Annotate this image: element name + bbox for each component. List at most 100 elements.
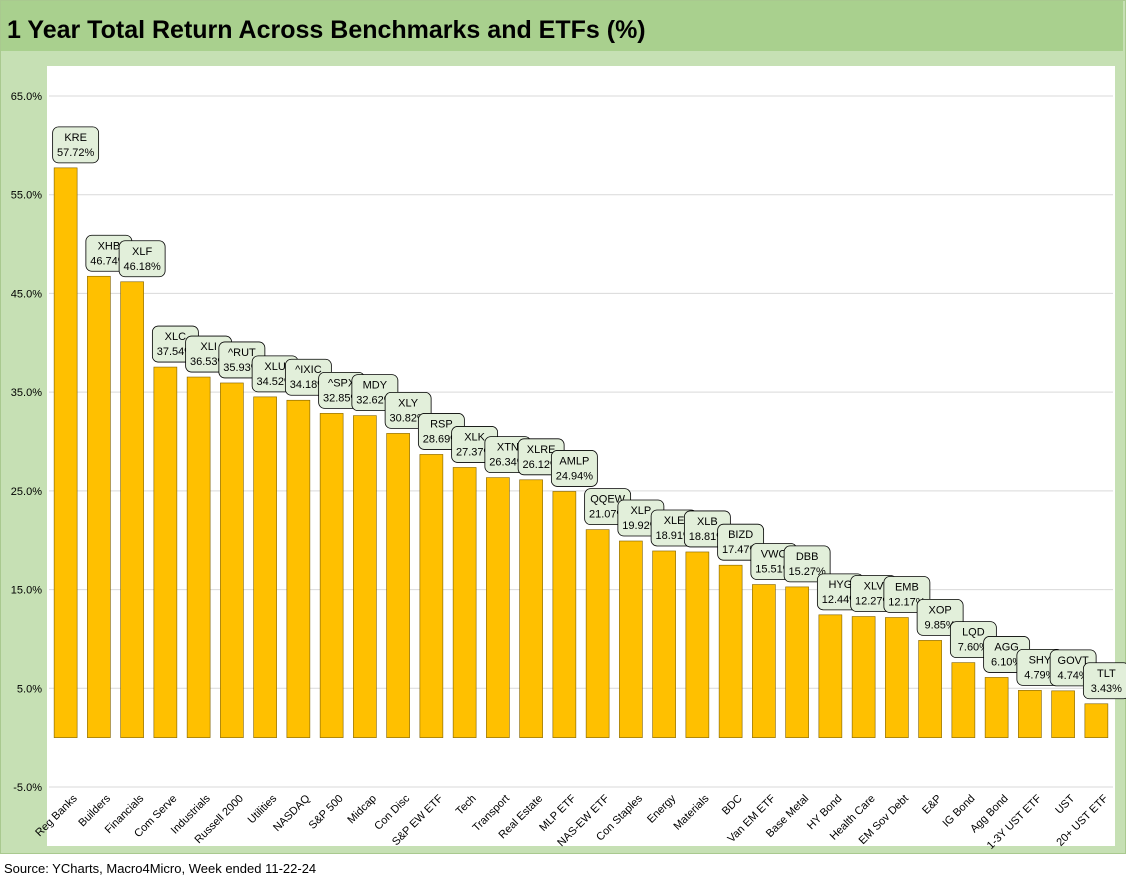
data-label-ticker: XLP [630, 505, 651, 517]
x-tick-label: Reg Banks [33, 792, 80, 839]
data-label-ticker: XHB [98, 240, 121, 252]
x-tick-label: Materials [671, 792, 711, 832]
bar [785, 586, 809, 738]
bar [386, 433, 410, 738]
data-label-value: 34.52% [256, 376, 294, 388]
data-label-value: 19.92% [622, 520, 660, 532]
data-label-box [52, 126, 100, 164]
data-label-value: 15.51% [755, 564, 793, 576]
data-label-box [118, 240, 166, 278]
bar [752, 584, 776, 738]
y-tick-label: 45.0% [11, 288, 42, 300]
data-label-ticker: AMLP [559, 455, 589, 467]
data-label-ticker: XLE [664, 515, 685, 527]
bar [685, 551, 710, 738]
data-label-ticker: GOVT [1058, 655, 1089, 667]
data-label-box [783, 545, 831, 583]
data-label-value: 12.27% [855, 596, 893, 608]
data-label-value: 9.85% [925, 619, 956, 631]
bar [519, 479, 543, 738]
x-tick-label: NASDAQ [271, 792, 313, 834]
bar [220, 382, 244, 738]
data-label-box [550, 450, 598, 487]
bar [585, 529, 610, 738]
y-tick-label: 35.0% [11, 387, 42, 399]
data-label-ticker: BIZD [728, 529, 753, 541]
bar [1018, 690, 1042, 738]
bar [918, 640, 942, 738]
data-label-ticker: XLK [464, 431, 485, 443]
bar [619, 540, 643, 738]
data-label-value: 32.62% [356, 395, 394, 407]
bar [851, 616, 876, 738]
data-label-ticker: VWO [761, 549, 788, 561]
data-label-ticker: HYG [828, 579, 852, 591]
data-label-value: 37.54% [157, 346, 195, 358]
data-label-value: 24.94% [556, 470, 594, 482]
data-label-value: 7.60% [958, 642, 989, 654]
data-label-value: 12.44% [822, 594, 860, 606]
data-label-value: 32.85% [323, 392, 361, 404]
data-label-value: 57.72% [57, 147, 95, 159]
x-tick-label: Tech [454, 793, 479, 818]
bar [353, 415, 377, 738]
data-label-box [1082, 662, 1126, 700]
data-label-value: 27.37% [456, 446, 494, 458]
data-label-value: 15.27% [788, 566, 826, 578]
title-bar: 1 Year Total Return Across Benchmarks an… [1, 1, 1123, 51]
bar-chart: 65.0% 55.0% 45.0% 35.0% 25.0% 15.0% 5.0% -5.0% K… [11, 91, 1126, 852]
data-label-ticker: XLC [165, 331, 186, 343]
data-label-value: 4.79% [1024, 669, 1055, 681]
y-tick-label: 65.0% [11, 91, 42, 103]
bar [818, 614, 843, 738]
data-label-value: 4.74% [1058, 670, 1089, 682]
bar [419, 454, 444, 738]
data-label-ticker: SHY [1029, 654, 1052, 666]
bar [552, 491, 577, 738]
data-label-ticker: XLRE [527, 444, 556, 456]
data-label-ticker: EMB [895, 582, 919, 594]
bar [153, 366, 178, 738]
data-label-ticker: MDY [363, 380, 388, 392]
source-note: Source: YCharts, Macro4Micro, Week ended… [4, 861, 317, 876]
data-label-value: 18.91% [655, 530, 693, 542]
data-label-value: 21.07% [589, 509, 627, 521]
bar [120, 281, 144, 738]
bar [1051, 690, 1075, 738]
data-label-value: 46.74% [90, 255, 128, 267]
data-label-value: 26.12% [522, 459, 560, 471]
y-tick-label: 15.0% [11, 585, 42, 597]
data-label-ticker: XLF [132, 246, 152, 258]
x-tick-label: BDC [720, 793, 745, 818]
data-label-ticker: TLT [1097, 668, 1116, 680]
data-label-value: 28.69% [423, 433, 461, 445]
data-label-ticker: XLY [398, 397, 419, 409]
bar [652, 550, 676, 738]
data-label-ticker: XLB [697, 516, 718, 528]
y-tick-label: 25.0% [11, 486, 42, 498]
data-label-value: 36.53% [190, 356, 228, 368]
bar [286, 399, 311, 738]
data-label-ticker: KRE [64, 132, 87, 144]
data-label-value: 17.47% [722, 544, 760, 556]
x-tick-label: E&P [920, 793, 944, 817]
y-tick-label: 5.0% [17, 683, 42, 695]
chart-title: 1 Year Total Return Across Benchmarks an… [7, 16, 646, 44]
bar [885, 617, 909, 738]
data-label-value: 12.17% [888, 597, 926, 609]
data-label-ticker: ^IXIC [295, 364, 322, 376]
data-label-ticker: LQD [962, 627, 985, 639]
data-label-value: 46.18% [123, 261, 161, 273]
data-label-value: 34.18% [290, 379, 328, 391]
data-label-value: 35.93% [223, 362, 261, 374]
x-tick-label: S&P 500 [307, 793, 346, 832]
bar [53, 167, 78, 738]
bar [253, 396, 277, 738]
data-label-ticker: XLV [864, 581, 885, 593]
bar [951, 662, 976, 738]
y-tick-label: -5.0% [13, 782, 42, 794]
data-label-ticker: XTN [497, 442, 519, 454]
data-label-ticker: AGG [994, 641, 1018, 653]
bar [87, 275, 111, 738]
data-label-value: 6.10% [991, 656, 1022, 668]
